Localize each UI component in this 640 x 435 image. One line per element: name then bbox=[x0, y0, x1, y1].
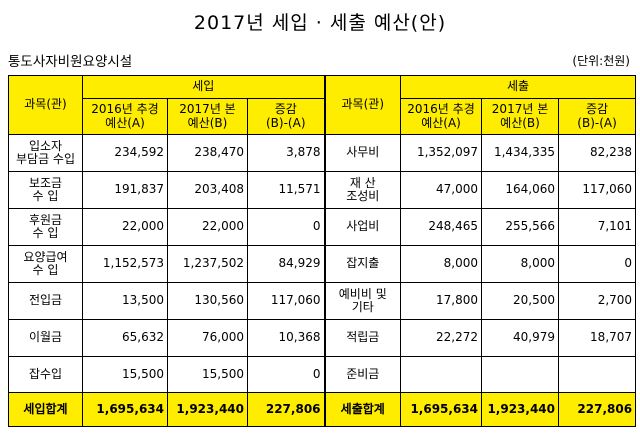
expense-curr-value: 255,566 bbox=[481, 208, 560, 246]
revenue-group-header: 세입 bbox=[81, 75, 326, 99]
expense-diff-header: 증감 (B)-(A) bbox=[558, 98, 637, 135]
expense-category-cell: 사업비 bbox=[323, 208, 402, 246]
revenue-curr-value: 22,000 bbox=[167, 208, 248, 246]
table-row: 보조금 수 입 191,837 203,408 11,571 재 산 조성비 47,000 16… bbox=[8, 171, 637, 209]
revenue-category-cell: 이월금 bbox=[8, 319, 83, 357]
table-row: 전입금 13,500 130,560 117,060 예비비 및 기타 17,800 20,5… bbox=[8, 282, 637, 320]
revenue-diff-value: 0 bbox=[246, 356, 326, 393]
table-row: 잡수입 15,500 15,500 0 준비금 bbox=[8, 356, 637, 393]
expense-diff-value bbox=[558, 356, 637, 393]
revenue-curr-value: 238,470 bbox=[167, 134, 248, 172]
revenue-category-cell: 전입금 bbox=[8, 282, 83, 320]
revenue-prev-value: 13,500 bbox=[82, 282, 168, 320]
revenue-curr-header: 2017년 본 예산(B) bbox=[167, 98, 248, 135]
expense-curr-value: 20,500 bbox=[481, 282, 560, 320]
revenue-prev-value: 1,152,573 bbox=[82, 245, 168, 283]
revenue-curr-value: 15,500 bbox=[167, 356, 248, 393]
expense-prev-value: 1,352,097 bbox=[400, 134, 483, 172]
expense-diff-value: 0 bbox=[558, 245, 637, 283]
revenue-diff-value: 117,060 bbox=[246, 282, 326, 320]
expense-diff-value: 82,238 bbox=[558, 134, 637, 172]
revenue-prev-value: 15,500 bbox=[82, 356, 168, 393]
revenue-curr-value: 76,000 bbox=[167, 319, 248, 357]
expense-prev-value: 47,000 bbox=[400, 171, 483, 209]
document-title: 2017년 세입 · 세출 예산(안) bbox=[193, 12, 447, 34]
revenue-category-cell: 보조금 수 입 bbox=[8, 171, 83, 209]
expense-category-cell: 적립금 bbox=[323, 319, 402, 357]
revenue-prev-value: 191,837 bbox=[82, 171, 168, 209]
revenue-total-curr: 1,923,440 bbox=[167, 392, 248, 427]
table-row: 입소자 부담금 수입 234,592 238,470 3,878 사무비 1,352,097… bbox=[8, 134, 637, 172]
revenue-diff-value: 11,571 bbox=[246, 171, 326, 209]
organization-name: 통도사자비원요양시설 bbox=[8, 54, 133, 70]
revenue-prev-value: 234,592 bbox=[82, 134, 168, 172]
expense-curr-value bbox=[481, 356, 560, 393]
revenue-total-diff: 227,806 bbox=[246, 392, 326, 427]
revenue-diff-value: 84,929 bbox=[246, 245, 326, 283]
unit-label: (단위:천원) bbox=[572, 54, 630, 68]
revenue-total-prev: 1,695,634 bbox=[82, 392, 168, 427]
expense-category-cell: 사무비 bbox=[323, 134, 402, 172]
table-row: 요양급여 수 입 1,152,573 1,237,502 84,929 잡지출 8,000 8… bbox=[8, 245, 637, 283]
revenue-category-cell: 잡수입 bbox=[8, 356, 83, 393]
revenue-prev-value: 65,632 bbox=[82, 319, 168, 357]
revenue-diff-value: 0 bbox=[246, 208, 326, 246]
revenue-category-header: 과목(관) bbox=[8, 75, 83, 135]
revenue-prev-header: 2016년 추경 예산(A) bbox=[82, 98, 168, 135]
revenue-category-cell: 입소자 부담금 수입 bbox=[8, 134, 83, 172]
expense-prev-value: 17,800 bbox=[400, 282, 483, 320]
expense-curr-value: 1,434,335 bbox=[481, 134, 560, 172]
expense-curr-value: 8,000 bbox=[481, 245, 560, 283]
table-row: 이월금 65,632 76,000 10,368 적립금 22,272 40,979 18,7… bbox=[8, 319, 637, 357]
revenue-diff-header: 증감 (B)-(A) bbox=[246, 98, 326, 135]
expense-prev-value: 248,465 bbox=[400, 208, 483, 246]
expense-category-cell: 준비금 bbox=[323, 356, 402, 393]
table-row: 후원금 수 입 22,000 22,000 0 사업비 248,465 255,566 7,10… bbox=[8, 208, 637, 246]
expense-diff-value: 2,700 bbox=[558, 282, 637, 320]
expense-category-cell: 예비비 및 기타 bbox=[323, 282, 402, 320]
expense-group-header: 세출 bbox=[400, 75, 637, 99]
revenue-diff-value: 3,878 bbox=[246, 134, 326, 172]
expense-prev-value bbox=[400, 356, 483, 393]
expense-diff-value: 18,707 bbox=[558, 319, 637, 357]
expense-curr-header: 2017년 본 예산(B) bbox=[481, 98, 560, 135]
expense-category-header: 과목(관) bbox=[323, 75, 402, 135]
expense-diff-value: 117,060 bbox=[558, 171, 637, 209]
revenue-category-cell: 후원금 수 입 bbox=[8, 208, 83, 246]
expense-curr-value: 40,979 bbox=[481, 319, 560, 357]
expense-category-cell: 잡지출 bbox=[323, 245, 402, 283]
revenue-diff-value: 10,368 bbox=[246, 319, 326, 357]
expense-total-prev: 1,695,634 bbox=[400, 392, 483, 427]
expense-prev-value: 8,000 bbox=[400, 245, 483, 283]
expense-prev-value: 22,272 bbox=[400, 319, 483, 357]
expense-curr-value: 164,060 bbox=[481, 171, 560, 209]
revenue-curr-value: 1,237,502 bbox=[167, 245, 248, 283]
revenue-curr-value: 130,560 bbox=[167, 282, 248, 320]
revenue-category-cell: 요양급여 수 입 bbox=[8, 245, 83, 283]
revenue-total-label: 세입합계 bbox=[8, 392, 83, 427]
expense-total-diff: 227,806 bbox=[558, 392, 637, 427]
revenue-curr-value: 203,408 bbox=[167, 171, 248, 209]
revenue-prev-value: 22,000 bbox=[82, 208, 168, 246]
expense-total-curr: 1,923,440 bbox=[481, 392, 560, 427]
expense-prev-header: 2016년 추경 예산(A) bbox=[400, 98, 483, 135]
expense-category-cell: 재 산 조성비 bbox=[323, 171, 402, 209]
expense-total-label: 세출합계 bbox=[323, 392, 402, 427]
expense-diff-value: 7,101 bbox=[558, 208, 637, 246]
